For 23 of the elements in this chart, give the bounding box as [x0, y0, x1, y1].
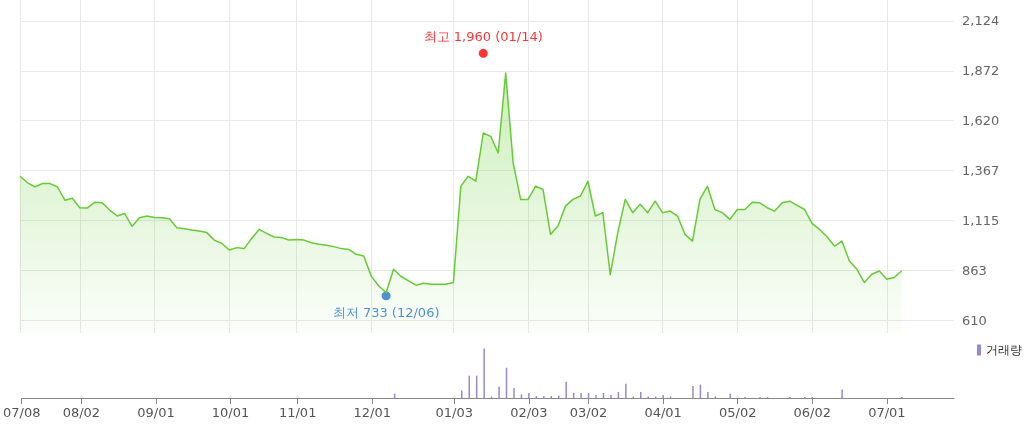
y-tick-label: 1,367 — [962, 163, 1000, 179]
y-tick-label: 1,115 — [962, 212, 1000, 228]
x-tick-label: 12/01 — [353, 405, 391, 420]
x-tick-label: 11/01 — [278, 405, 317, 420]
x-tick-label: 06/02 — [793, 405, 832, 420]
x-tick-label: 09/01 — [137, 405, 175, 420]
y-tick-label: 863 — [962, 262, 987, 278]
x-tick-label: 10/01 — [211, 405, 250, 420]
data-label: 최저 733 (12/06) — [332, 305, 440, 321]
x-tick-label: 07/08 — [3, 405, 41, 420]
x-tick-label: 03/02 — [569, 405, 608, 420]
y-tick-label: 1,872 — [962, 63, 1000, 79]
y-tick-label: 1,620 — [962, 113, 1000, 129]
y-tick-label: 2,124 — [962, 13, 1000, 29]
legend-label: 거래량 — [986, 343, 1022, 357]
x-tick-label: 08/02 — [62, 405, 101, 420]
x-tick-label: 01/03 — [435, 405, 474, 420]
y-tick-label: 610 — [962, 312, 987, 328]
x-tick-label: 07/01 — [868, 405, 906, 420]
x-tick-label: 04/01 — [644, 405, 682, 420]
x-tick-label: 02/03 — [510, 405, 548, 420]
data-label: 최고 1,960 (01/14) — [423, 28, 543, 44]
x-tick-label: 05/02 — [718, 405, 757, 420]
